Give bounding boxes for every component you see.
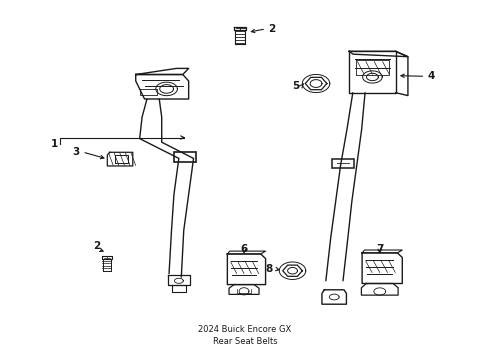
Text: 6: 6 bbox=[241, 244, 247, 254]
Text: 2: 2 bbox=[94, 241, 100, 251]
Text: 7: 7 bbox=[376, 244, 384, 254]
Text: 5: 5 bbox=[293, 81, 300, 91]
Text: 2: 2 bbox=[269, 24, 276, 34]
Text: 8: 8 bbox=[266, 264, 273, 274]
Text: 4: 4 bbox=[427, 71, 435, 81]
Text: 3: 3 bbox=[73, 147, 80, 157]
Text: 1: 1 bbox=[50, 139, 58, 149]
Text: 2024 Buick Encore GX
Rear Seat Belts: 2024 Buick Encore GX Rear Seat Belts bbox=[198, 325, 292, 346]
